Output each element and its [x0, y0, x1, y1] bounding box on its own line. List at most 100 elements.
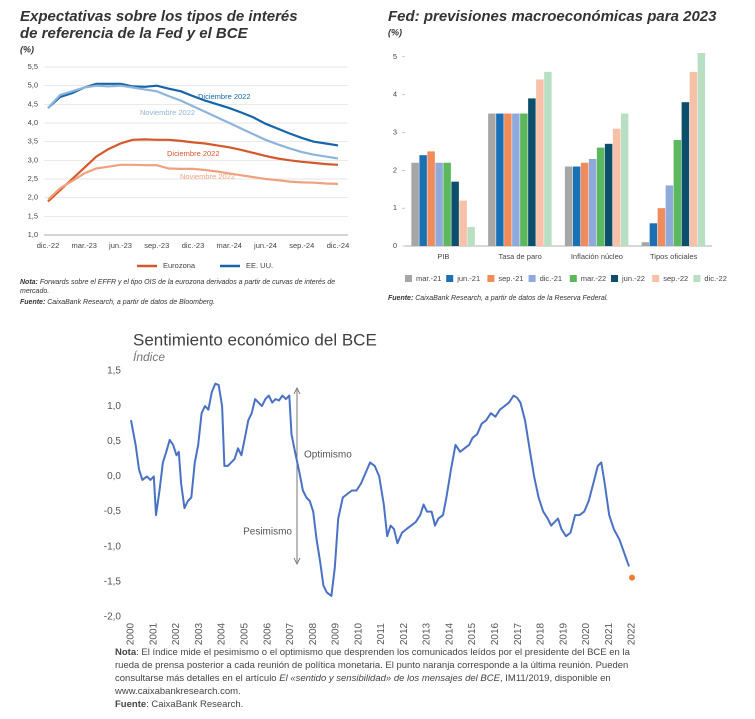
annotation: Pesimismo [243, 527, 292, 538]
line [47, 84, 339, 160]
y-tick-label: 0,5 [107, 436, 121, 447]
bar [564, 166, 573, 246]
source-text: : CaixaBank Research. [146, 699, 244, 710]
x-tick-label: 2009 [331, 622, 342, 645]
y-tick-label: 3 [393, 127, 397, 136]
x-tick-label: dic.-24 [327, 241, 350, 250]
y-tick-label: 1,0 [28, 230, 38, 239]
y-tick-label: -0,5 [104, 506, 122, 517]
note-italic: El «sentido y sensibilidad» de los mensa… [279, 673, 500, 684]
y-tick-label: 1 [393, 203, 397, 212]
x-tick-label: sep.-24 [289, 241, 314, 250]
y-tick-label: 5 [393, 52, 397, 61]
x-tick-label: 2002 [171, 622, 182, 645]
legend-swatch [528, 275, 536, 282]
bar [443, 162, 451, 246]
series-label: Diciembre 2022 [167, 149, 220, 158]
x-tick-label: Tasa de paro [498, 252, 541, 261]
legend-label: mar.-21 [416, 274, 441, 283]
legend-swatch [487, 275, 495, 282]
annotation: Optimismo [304, 450, 352, 461]
legend-swatch [569, 275, 577, 282]
legend-label: sep.-22 [663, 274, 688, 283]
x-tick-label: 2007 [285, 622, 296, 645]
bar [467, 227, 475, 246]
y-tick-label: 3,5 [28, 137, 38, 146]
x-tick-label: Inflación núcleo [571, 252, 623, 261]
line [47, 138, 339, 203]
y-tick-label: 3,0 [28, 155, 38, 164]
y-tick-label: -1,5 [104, 576, 122, 587]
source-label: Fuente: [388, 295, 414, 302]
x-tick-label: 2015 [467, 622, 478, 645]
bar [544, 71, 552, 246]
y-tick-label: 1,5 [28, 211, 38, 220]
chart-subtitle: Índice [133, 349, 165, 364]
x-tick-label: 2012 [399, 622, 410, 645]
legend-label: mar.-22 [581, 274, 606, 283]
legend-label: sep.-21 [498, 274, 523, 283]
y-tick-label: 4,5 [28, 99, 38, 108]
x-tick-label: 2008 [308, 622, 319, 645]
series-label: Noviembre 2022 [180, 172, 235, 181]
legend-label: dic.-21 [540, 274, 563, 283]
y-tick-label: 0 [393, 241, 397, 250]
bar [596, 147, 605, 246]
x-tick-label: 2000 [126, 622, 137, 645]
legend-swatch [611, 275, 618, 282]
last-point [629, 574, 635, 581]
note-label: Nota [115, 647, 137, 658]
legend-label: EE. UU. [246, 261, 273, 270]
series-label: Diciembre 2022 [198, 92, 251, 101]
note-text: Forwards sobre el EFFR y el tipo OIS de … [20, 279, 336, 295]
x-tick-label: 2001 [148, 622, 159, 645]
legend-label: dic.-22 [704, 274, 727, 283]
x-tick-label: dic.-22 [37, 241, 60, 250]
bar [435, 162, 443, 246]
bar [459, 200, 467, 246]
bar [496, 113, 504, 247]
y-tick-label: -2,0 [104, 612, 122, 623]
bar [427, 151, 435, 246]
line [130, 382, 630, 597]
x-tick-label: 2006 [262, 622, 273, 645]
legend-swatch [405, 275, 412, 282]
x-tick-label: jun.-23 [108, 241, 132, 250]
source: Fuente: CaixaBank Research, a partir de … [388, 294, 728, 303]
source: Fuente: CaixaBank Research, a partir de … [20, 298, 340, 307]
bar [411, 162, 419, 246]
x-tick-label: 2003 [194, 622, 205, 645]
chart-title: Sentimiento económico del BCE [133, 330, 377, 349]
bar [580, 162, 589, 246]
legend-swatch [652, 275, 660, 282]
note: Nota: Forwards sobre el EFFR y el tipo O… [20, 278, 340, 296]
x-tick-label: 2014 [444, 622, 455, 645]
y-tick-label: 4 [393, 90, 397, 99]
x-tick-label: 2011 [376, 623, 387, 645]
x-tick-label: 2022 [627, 622, 638, 645]
x-tick-label: 2020 [581, 622, 592, 645]
x-tick-label: 2021 [604, 622, 615, 645]
y-tick-label: 4,0 [28, 118, 38, 127]
note-text: , IM11/2019, disponible en www.caixabank… [115, 673, 611, 697]
bar [673, 140, 682, 246]
chart-subtitle: (%) [388, 27, 402, 37]
line [47, 82, 339, 147]
bar [620, 113, 629, 247]
bar [536, 79, 544, 246]
x-tick-label: 2004 [217, 622, 228, 645]
bar [451, 181, 459, 246]
x-tick-label: 2017 [513, 622, 524, 645]
bar [665, 185, 674, 246]
note: Nota: El índice mide el pesimismo o el o… [115, 646, 645, 711]
x-tick-label: PIB [437, 252, 449, 261]
x-tick-label: 2010 [353, 622, 364, 645]
x-tick-label: 2013 [422, 622, 433, 645]
label-bg [302, 447, 356, 461]
x-tick-label: 2005 [240, 622, 251, 645]
chart-title: Fed: previsiones macroeconómicas para 20… [388, 8, 717, 25]
chart-title: de referencia de la Fed y el BCE [20, 25, 249, 42]
chart-title: Expectativas sobre los tipos de interés [20, 8, 298, 25]
